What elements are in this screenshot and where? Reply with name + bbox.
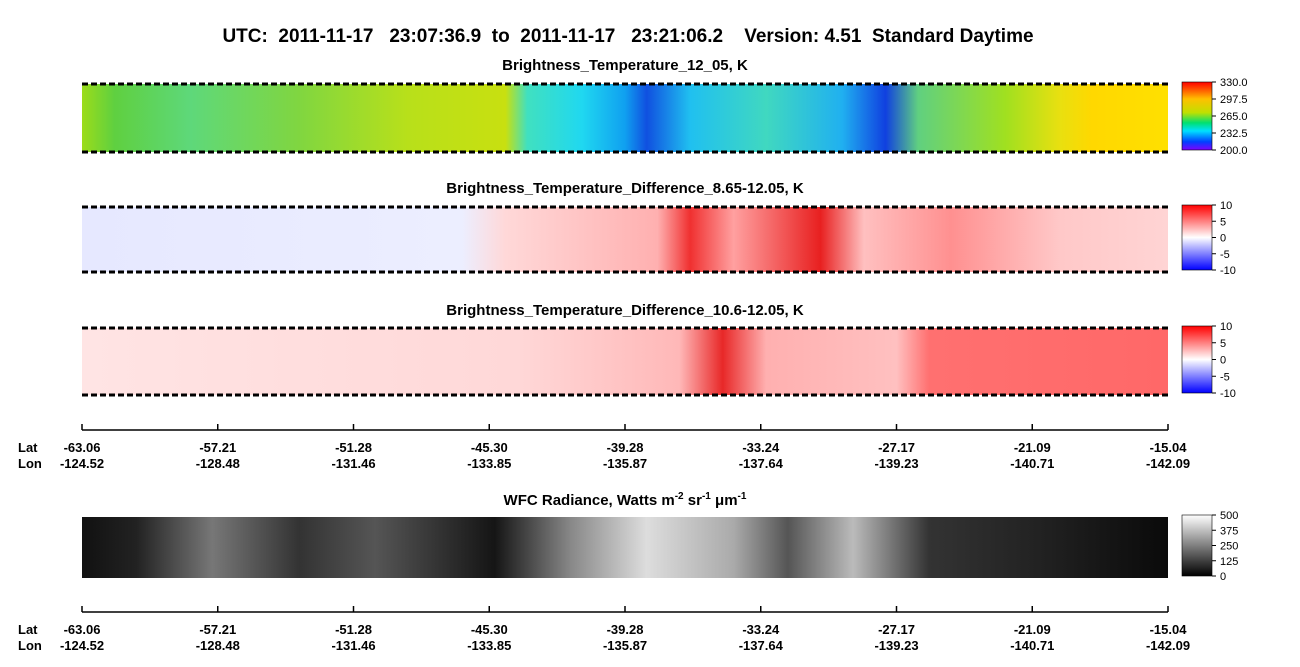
colorbar-label: 232.5: [1220, 128, 1248, 140]
colorbar-label: 0: [1220, 355, 1226, 367]
title-part: WFC Radiance, Watts m: [504, 492, 675, 509]
lat-value: -45.30: [471, 440, 508, 455]
image-strip: [82, 207, 1168, 272]
lon-value: -137.64: [739, 456, 784, 471]
lat-label: Lat: [18, 622, 38, 637]
panel-title: WFC Radiance, Watts m-2 sr-1 μm-1: [504, 491, 747, 509]
lat-value: -21.09: [1014, 622, 1051, 637]
colorbar-label: 265.0: [1220, 111, 1248, 123]
image-strip: [82, 328, 1168, 395]
superscript: -2: [675, 491, 684, 502]
lon-value: -140.71: [1010, 456, 1054, 471]
image-strip: [82, 517, 1168, 578]
superscript: -1: [738, 491, 747, 502]
colorbar: [1181, 204, 1213, 271]
lon-value: -135.87: [603, 456, 647, 471]
colorbar-label: 500: [1220, 510, 1238, 522]
colorbar-label: 5: [1220, 338, 1226, 350]
title-part: sr: [684, 492, 703, 509]
lon-value: -131.46: [331, 456, 375, 471]
lon-value: -142.09: [1146, 456, 1190, 471]
panel-title: Brightness_Temperature_12_05, K: [502, 57, 748, 74]
lat-value: -27.17: [878, 622, 915, 637]
lat-value: -21.09: [1014, 440, 1051, 455]
colorbar-label: 250: [1220, 541, 1238, 553]
colorbar: [1181, 514, 1213, 577]
lon-value: -142.09: [1146, 638, 1190, 653]
image-strip: [82, 84, 1168, 152]
lon-value: -137.64: [739, 638, 784, 653]
colorbar-label: 0: [1220, 233, 1226, 245]
lat-value: -57.21: [199, 622, 236, 637]
superscript: -1: [702, 491, 711, 502]
colorbar-label: 125: [1220, 556, 1238, 568]
colorbar-label: -10: [1220, 388, 1236, 400]
lat-value: -39.28: [607, 622, 644, 637]
colorbar-label: 0: [1220, 571, 1226, 583]
lon-value: -133.85: [467, 638, 511, 653]
lon-value: -139.23: [874, 638, 918, 653]
colorbar-label: 5: [1220, 216, 1226, 228]
lon-value: -131.46: [331, 638, 375, 653]
lon-label: Lon: [18, 638, 42, 653]
lon-label: Lon: [18, 456, 42, 471]
lon-value: -140.71: [1010, 638, 1054, 653]
lat-value: -63.06: [64, 622, 101, 637]
colorbar: [1181, 81, 1213, 151]
lat-value: -39.28: [607, 440, 644, 455]
colorbar-label: 10: [1220, 321, 1232, 333]
lat-value: -51.28: [335, 440, 372, 455]
lat-value: -33.24: [742, 622, 780, 637]
colorbar-label: 330.0: [1220, 77, 1248, 89]
lat-value: -45.30: [471, 622, 508, 637]
lat-value: -33.24: [742, 440, 780, 455]
lon-value: -124.52: [60, 456, 104, 471]
panel-title: Brightness_Temperature_Difference_10.6-1…: [446, 302, 804, 319]
colorbar-label: 375: [1220, 525, 1238, 537]
lon-value: -133.85: [467, 456, 511, 471]
colorbar: [1181, 325, 1213, 394]
lon-value: -135.87: [603, 638, 647, 653]
lat-value: -51.28: [335, 622, 372, 637]
colorbar-label: -5: [1220, 249, 1230, 261]
lon-value: -139.23: [874, 456, 918, 471]
colorbar-label: 10: [1220, 200, 1232, 212]
lat-value: -27.17: [878, 440, 915, 455]
colorbar-label: 200.0: [1220, 145, 1248, 157]
panel-title: Brightness_Temperature_Difference_8.65-1…: [446, 180, 804, 197]
lat-value: -63.06: [64, 440, 101, 455]
colorbar-label: 297.5: [1220, 94, 1248, 106]
lat-value: -15.04: [1150, 622, 1188, 637]
lon-value: -124.52: [60, 638, 104, 653]
page-title: UTC: 2011-11-17 23:07:36.9 to 2011-11-17…: [222, 26, 1033, 47]
lat-label: Lat: [18, 440, 38, 455]
lat-value: -15.04: [1150, 440, 1188, 455]
lon-value: -128.48: [196, 638, 240, 653]
colorbar-label: -10: [1220, 265, 1236, 277]
lat-value: -57.21: [199, 440, 236, 455]
lon-value: -128.48: [196, 456, 240, 471]
colorbar-label: -5: [1220, 371, 1230, 383]
title-part: μm: [711, 492, 738, 509]
